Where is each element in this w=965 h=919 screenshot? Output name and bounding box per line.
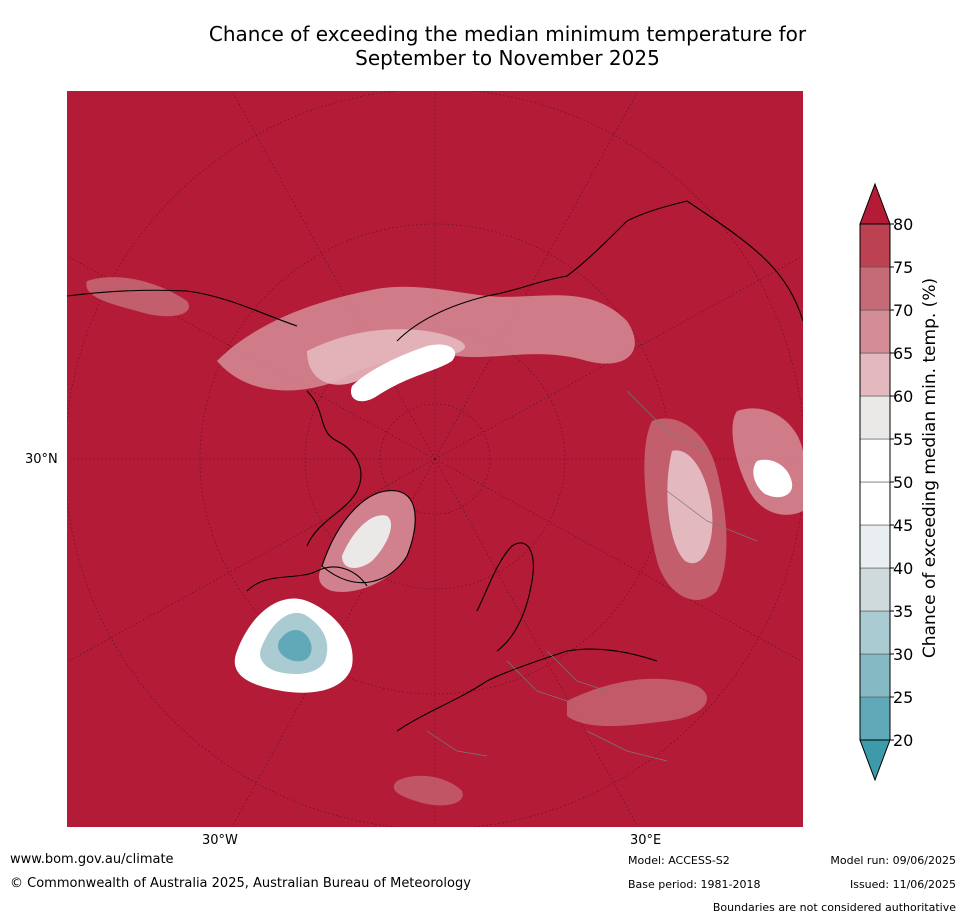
coast-greenland [321, 490, 416, 584]
coast-europe [396, 648, 658, 732]
coast-alaska [67, 289, 298, 327]
colorbar-tick-label: 55 [893, 430, 913, 449]
colorbar-segment [859, 266, 891, 311]
lon-label-30w: 30°W [202, 833, 238, 848]
colorbar-under-arrow [859, 739, 891, 782]
patch-greenland-light [342, 515, 392, 568]
colorbar-segment [859, 567, 891, 612]
coast-east-asia [686, 200, 803, 322]
colorbar-tick-label: 80 [893, 215, 913, 234]
footer-issued: Issued: 11/06/2025 [849, 878, 956, 891]
coast-hudson-bay [246, 566, 368, 592]
colorbar-segment [859, 696, 891, 741]
patch-east-siberian-sea [351, 344, 456, 402]
colorbar-tick-label: 25 [893, 688, 913, 707]
patch-bering [86, 277, 189, 317]
footer-url: www.bom.gov.au/climate [10, 852, 174, 867]
colorbar-segment [859, 223, 891, 268]
colorbar-segment [859, 481, 891, 526]
footer-disclaimer: Boundaries are not considered authoritat… [712, 901, 956, 914]
footer-model: Model: ACCESS-S2 [628, 854, 730, 867]
colorbar-segment [859, 438, 891, 483]
probability-patches [86, 277, 803, 806]
colorbar-segment [859, 395, 891, 440]
title-line-2: September to November 2025 [355, 46, 660, 70]
lon-label-30e: 30°E [630, 833, 662, 848]
colorbar-tick-label: 40 [893, 559, 913, 578]
colorbar-over-arrow [859, 182, 891, 225]
colorbar-segment [859, 309, 891, 354]
colorbar-tick-label: 60 [893, 387, 913, 406]
colorbar-tick-label: 50 [893, 473, 913, 492]
patch-central-asia-light [667, 450, 713, 564]
map-panel [67, 91, 803, 827]
colorbar-segment [859, 524, 891, 569]
colorbar-tick-label: 65 [893, 344, 913, 363]
colorbar-tick-label: 45 [893, 516, 913, 535]
patch-east-asia-white [753, 459, 793, 498]
title-line-1: Chance of exceeding the median minimum t… [208, 22, 807, 46]
colorbar-segment [859, 352, 891, 397]
coast-canada-arctic [306, 390, 362, 547]
colorbar: 20 25 30 35 40 45 50 55 60 65 70 75 80 [840, 180, 965, 790]
colorbar-title: Chance of exceeding median min. temp. (%… [920, 277, 940, 659]
footer-copyright: © Commonwealth of Australia 2025, Austra… [10, 876, 471, 891]
coast-siberia [396, 200, 688, 342]
colorbar-segment [859, 653, 891, 698]
colorbar-tick-label: 70 [893, 301, 913, 320]
coastlines [67, 200, 803, 732]
patch-iberia [393, 775, 463, 806]
country-borders [426, 390, 758, 762]
colorbar-tick-label: 20 [893, 731, 913, 750]
coast-scandinavia [476, 542, 534, 652]
colorbar-tick-label: 75 [893, 258, 913, 277]
map-title: Chance of exceeding the median minimum t… [150, 22, 865, 70]
colorbar-graphic: 20 25 30 35 40 45 50 55 60 65 70 75 80 [859, 182, 913, 782]
colorbar-tick-label: 35 [893, 602, 913, 621]
polar-map [67, 91, 803, 827]
footer-model-run: Model run: 09/06/2025 [830, 854, 956, 867]
patch-hudson-bay-core [278, 629, 312, 662]
lat-label-30n: 30°N [25, 452, 58, 467]
patch-middle-east [567, 678, 707, 726]
colorbar-tick-label: 30 [893, 645, 913, 664]
colorbar-segment [859, 610, 891, 655]
footer-base-period: Base period: 1981-2018 [628, 878, 761, 891]
patch-siberia-light [307, 329, 466, 385]
